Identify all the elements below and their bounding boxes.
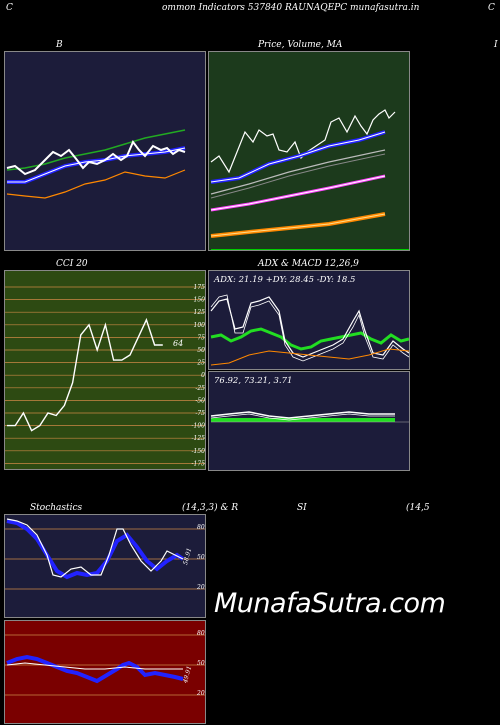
macd-svg: [210, 411, 409, 423]
cci-tick-label: -100: [192, 423, 206, 430]
cci-tick-label: -75: [195, 410, 205, 417]
cci-svg: 175 150 125 100 75 50 25 0 -25 -50 -75 -100 -125 -150…: [5, 284, 206, 467]
price-title-b: Volume,: [287, 40, 324, 50]
price-corner: I: [494, 40, 498, 50]
cci-tick-label: 0: [201, 372, 205, 379]
cci-title: CCI 20: [56, 259, 88, 269]
stoch-tick-80: 80: [197, 524, 205, 531]
cci-tick-label: -150: [192, 448, 206, 455]
stoch-tick-50: 50: [197, 554, 205, 561]
cci-tick-label: -25: [195, 385, 205, 392]
stoch-k-line: [6, 518, 184, 578]
ma-short: [210, 130, 386, 184]
bb-panel: [4, 51, 206, 251]
watermark: MunafaSutra.com: [214, 588, 446, 619]
ma-longest-inner: [210, 213, 386, 237]
price-panel: [208, 51, 410, 251]
cci-tick-label: -50: [195, 397, 205, 404]
adx-title: ADX & MACD 12,26,9: [258, 259, 359, 269]
stoch-title-mid: (14,3,3) & R: [182, 503, 239, 513]
macd-panel: 76.92, 73.21, 3.71: [208, 371, 410, 471]
stoch-title-left: Stochastics: [30, 503, 83, 513]
bb-svg: [6, 129, 186, 199]
cci-tick-label: 125: [194, 309, 206, 316]
price-title: Price, Volume, MA: [258, 40, 342, 50]
stoch-tick-20: 20: [197, 584, 205, 591]
macd-signal: [210, 413, 395, 421]
rsi-tick-80: 80: [197, 630, 205, 637]
adx-svg: [210, 294, 409, 366]
rsi-line-blue: [6, 654, 184, 684]
cci-tick-label: -175: [192, 460, 206, 467]
adx-panel: ADX: 21.19 +DY: 28.45 -DY: 18.5: [208, 270, 410, 370]
price-title-a: Price,: [258, 40, 285, 50]
stoch-d-line: [6, 519, 185, 580]
bb-price-line: [6, 140, 186, 176]
cci-tick-label: -125: [192, 435, 206, 442]
header-right: C: [488, 3, 495, 13]
cci-tick-label: 50: [197, 347, 205, 354]
rsi-tick-20: 20: [197, 690, 205, 697]
cci-tick-label: 25: [196, 360, 205, 367]
rsi-line-white: [6, 662, 183, 670]
price-line: [210, 109, 396, 174]
macd-histogram: [211, 418, 395, 422]
ma-mid: [210, 149, 386, 195]
stoch-panel: 58.91 80 50 20: [4, 514, 206, 618]
header-title: ommon Indicators 537840 RAUNAQEPC munafa…: [162, 3, 420, 13]
macd-stats: 76.92, 73.21, 3.71: [214, 376, 293, 386]
cci-line: [7, 317, 163, 432]
bb-lower-band: [6, 169, 186, 199]
macd-line: [210, 411, 395, 419]
rsi-svg: [5, 634, 205, 696]
minus-di-line: [210, 294, 409, 362]
stoch-svg: [5, 518, 205, 590]
cci-tick-label: 175: [194, 284, 206, 291]
price-title-c: MA: [326, 40, 343, 50]
ma-mid2: [210, 153, 386, 199]
bb-title: B: [56, 40, 63, 50]
rsi-panel: 49.91 80 50 20: [4, 620, 206, 724]
rsi-title-mid: SI: [297, 503, 307, 513]
rsi-title-right: (14,5: [406, 503, 430, 513]
ma-long-inner: [210, 175, 386, 211]
ma-short-inner: [210, 131, 386, 183]
adx-line: [210, 327, 409, 351]
cci-panel: 175 150 125 100 75 50 25 0 -25 -50 -75 -100 -125 -150…: [4, 270, 206, 470]
rsi-tick-50: 50: [197, 660, 205, 667]
header-left: C: [6, 3, 13, 13]
cci-tick-label: 100: [194, 322, 206, 329]
cci-tick-label: 75: [197, 334, 205, 341]
ma-longest: [210, 212, 386, 238]
adx-orange-line: [210, 348, 409, 366]
adx-stats: ADX: 21.19 +DY: 28.45 -DY: 18.5: [214, 275, 356, 285]
cci-last-label: 64: [173, 339, 183, 348]
cci-tick-label: 150: [194, 297, 206, 304]
bb-middle-band-inner: [7, 147, 186, 183]
bb-upper-band: [6, 129, 186, 171]
price-svg: [210, 109, 409, 250]
